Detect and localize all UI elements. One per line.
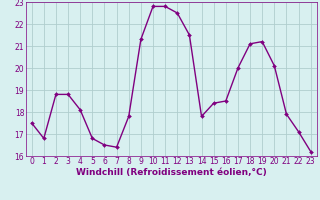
X-axis label: Windchill (Refroidissement éolien,°C): Windchill (Refroidissement éolien,°C) bbox=[76, 168, 267, 177]
